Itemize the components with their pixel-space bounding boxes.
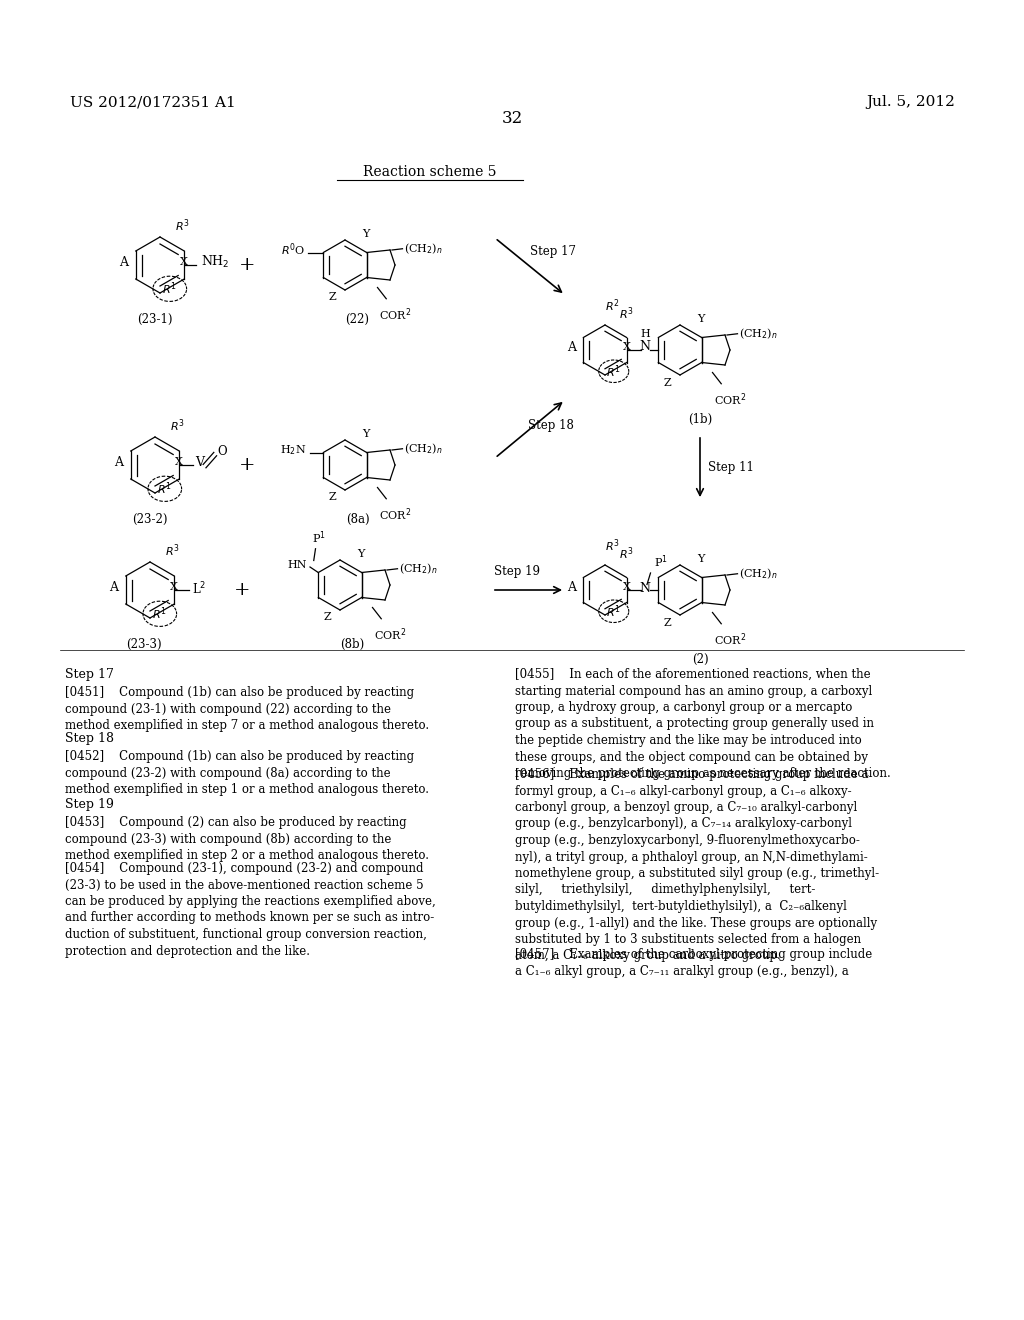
Text: H$_2$N: H$_2$N	[280, 444, 306, 457]
Text: (2): (2)	[691, 652, 709, 665]
Text: Step 19: Step 19	[494, 565, 540, 578]
Text: Y: Y	[697, 314, 705, 323]
Text: US 2012/0172351 A1: US 2012/0172351 A1	[70, 95, 236, 110]
Text: (CH$_2$)$_n$: (CH$_2$)$_n$	[403, 242, 442, 256]
Text: A: A	[567, 581, 577, 594]
Text: Step 18: Step 18	[65, 733, 114, 744]
Text: $R^3$: $R^3$	[618, 546, 634, 562]
Text: $R^3$: $R^3$	[170, 417, 185, 434]
Text: [0451]    Compound (1b) can also be produced by reacting
compound (23-1) with co: [0451] Compound (1b) can also be produce…	[65, 686, 429, 733]
Text: L$^2$: L$^2$	[193, 581, 207, 597]
Text: X: X	[623, 582, 631, 593]
Text: Y: Y	[362, 228, 370, 239]
Text: Step 19: Step 19	[65, 799, 114, 810]
Text: Z: Z	[664, 618, 672, 627]
Text: [0454]    Compound (23-1), compound (23-2) and compound
(23-3) to be used in the: [0454] Compound (23-1), compound (23-2) …	[65, 862, 436, 957]
Text: 32: 32	[502, 110, 522, 127]
Text: Y: Y	[362, 429, 370, 438]
Text: Y: Y	[697, 554, 705, 564]
Text: +: +	[240, 455, 256, 474]
Text: Step 17: Step 17	[530, 246, 575, 259]
Text: A: A	[114, 455, 123, 469]
Text: COR$^2$: COR$^2$	[379, 306, 411, 323]
Text: COR$^2$: COR$^2$	[714, 631, 746, 648]
Text: (CH$_2$)$_n$: (CH$_2$)$_n$	[738, 326, 777, 341]
Text: O: O	[217, 445, 226, 458]
Text: $R^1$: $R^1$	[153, 606, 167, 622]
Text: (CH$_2$)$_n$: (CH$_2$)$_n$	[403, 441, 442, 455]
Text: $R^0$O: $R^0$O	[281, 242, 305, 259]
Text: COR$^2$: COR$^2$	[714, 391, 746, 408]
Text: [0455]    In each of the aforementioned reactions, when the
starting material co: [0455] In each of the aforementioned rea…	[515, 668, 891, 780]
Text: +: +	[239, 256, 255, 275]
Text: [0453]    Compound (2) can also be produced by reacting
compound (23-3) with com: [0453] Compound (2) can also be produced…	[65, 816, 429, 862]
Text: (CH$_2$)$_n$: (CH$_2$)$_n$	[738, 566, 777, 581]
Text: Z: Z	[664, 378, 672, 388]
Text: [0452]    Compound (1b) can also be produced by reacting
compound (23-2) with co: [0452] Compound (1b) can also be produce…	[65, 750, 429, 796]
Text: (23-1): (23-1)	[136, 313, 172, 326]
Text: (23-3): (23-3)	[127, 638, 162, 651]
Text: (23-2): (23-2)	[132, 512, 167, 525]
Text: X: X	[175, 457, 183, 467]
Text: P$^1$: P$^1$	[654, 554, 669, 570]
Text: (CH$_2$)$_n$: (CH$_2$)$_n$	[398, 561, 437, 576]
Text: H: H	[640, 329, 650, 339]
Text: [0457]    Examples of the carboxyl-protecting group include
a C₁₋₆ alkyl group, : [0457] Examples of the carboxyl-protecti…	[515, 948, 872, 978]
Text: HN: HN	[288, 560, 307, 569]
Text: Z: Z	[329, 492, 336, 503]
Text: $R^2$: $R^2$	[605, 297, 620, 314]
Text: Z: Z	[324, 612, 332, 623]
Text: (22): (22)	[345, 313, 370, 326]
Text: COR$^2$: COR$^2$	[374, 626, 407, 643]
Text: $R^1$: $R^1$	[606, 603, 622, 619]
Text: Y: Y	[357, 549, 365, 558]
Text: X: X	[170, 582, 178, 593]
Text: +: +	[234, 581, 251, 599]
Text: (1b): (1b)	[688, 412, 712, 425]
Text: $R^3$: $R^3$	[605, 537, 620, 554]
Text: [0456]    Examples of the amino-protecting group include a
formyl group, a C₁₋₆ : [0456] Examples of the amino-protecting …	[515, 768, 880, 962]
Text: $R^3$: $R^3$	[618, 306, 634, 322]
Text: A: A	[567, 341, 577, 354]
Text: N: N	[640, 582, 650, 594]
Text: (8b): (8b)	[340, 638, 365, 651]
Text: P$^1$: P$^1$	[312, 529, 326, 545]
Text: Step 18: Step 18	[528, 420, 573, 433]
Text: $R^3$: $R^3$	[175, 218, 190, 234]
Text: $R^1$: $R^1$	[606, 363, 622, 380]
Text: Step 17: Step 17	[65, 668, 114, 681]
Text: A: A	[109, 581, 118, 594]
Text: Z: Z	[329, 293, 336, 302]
Text: Reaction scheme 5: Reaction scheme 5	[364, 165, 497, 180]
Text: Jul. 5, 2012: Jul. 5, 2012	[866, 95, 955, 110]
Text: $R^3$: $R^3$	[166, 543, 180, 560]
Text: $R^1$: $R^1$	[163, 281, 177, 297]
Text: $R^1$: $R^1$	[158, 480, 172, 498]
Text: N: N	[640, 341, 650, 354]
Text: A: A	[119, 256, 128, 269]
Text: V: V	[195, 457, 204, 470]
Text: X: X	[180, 257, 188, 267]
Text: X: X	[623, 342, 631, 352]
Text: Step 11: Step 11	[708, 462, 754, 474]
Text: COR$^2$: COR$^2$	[379, 507, 411, 523]
Text: (8a): (8a)	[346, 512, 370, 525]
Text: NH$_2$: NH$_2$	[201, 255, 229, 271]
